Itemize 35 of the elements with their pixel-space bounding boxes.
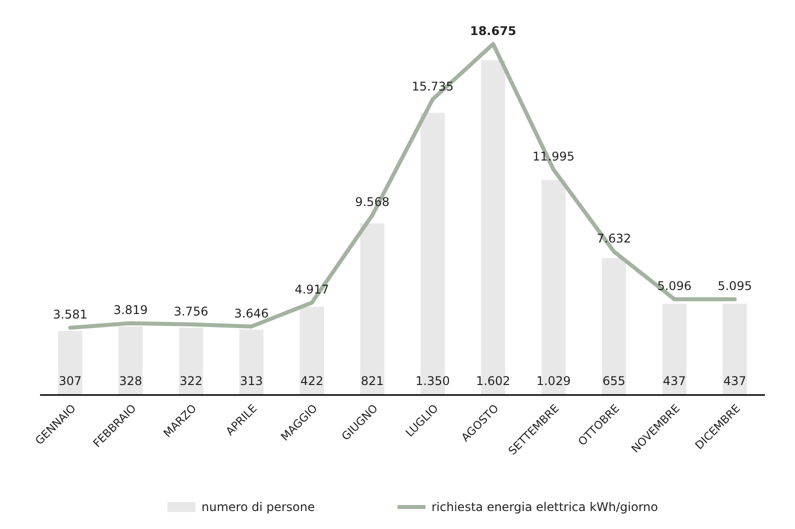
- data-label: 3.756: [174, 304, 208, 318]
- data-label: 422: [300, 374, 324, 388]
- bar: [58, 330, 82, 395]
- data-label: 5.096: [657, 279, 692, 294]
- data-label: 3.646: [234, 306, 269, 320]
- data-label: 11.995: [532, 150, 575, 164]
- bar: [300, 306, 324, 395]
- data-label: 5.095: [718, 279, 752, 294]
- data-label: 437: [723, 374, 746, 388]
- data-label: 3.819: [113, 303, 148, 318]
- data-label: 3.581: [53, 308, 88, 322]
- bar: [662, 304, 686, 395]
- data-label: 1.350: [416, 374, 450, 388]
- data-label: 1.029: [536, 374, 571, 388]
- data-label: 15.735: [412, 79, 454, 94]
- data-label: 1.602: [476, 374, 510, 388]
- data-label: 437: [662, 374, 686, 388]
- data-label: 821: [360, 374, 384, 388]
- data-label: 9.568: [355, 195, 390, 210]
- data-label: 322: [180, 374, 202, 388]
- bar: [239, 330, 264, 395]
- bar: [602, 258, 626, 395]
- bar: [722, 304, 747, 395]
- bar: [178, 328, 204, 395]
- data-label: 7.632: [596, 232, 632, 246]
- data-label: 313: [240, 374, 263, 388]
- data-label: 18.675: [470, 24, 516, 38]
- bar: [360, 223, 384, 395]
- data-label: 4.917: [294, 282, 330, 297]
- data-label: 307: [58, 374, 82, 388]
- bar: [118, 326, 143, 395]
- legend-label: numero di persone: [202, 500, 315, 514]
- data-label: 655: [602, 374, 626, 388]
- data-label: 328: [119, 374, 142, 388]
- legend-label: richiesta energia elettrica kWh/giorno: [432, 500, 658, 514]
